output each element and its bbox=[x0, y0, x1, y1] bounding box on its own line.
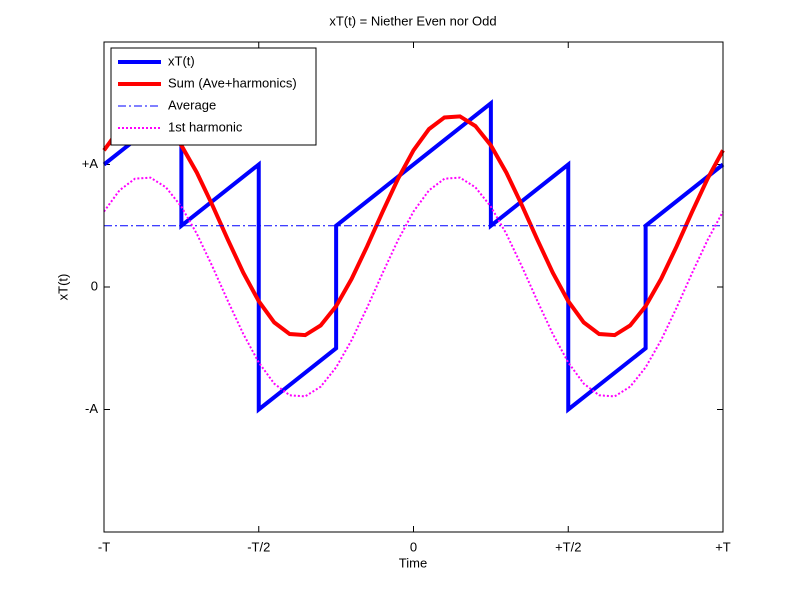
y-axis-label: xT(t) bbox=[55, 274, 70, 301]
series-line bbox=[102, 114, 725, 338]
x-tick-label: +T/2 bbox=[555, 539, 581, 554]
chart-title: xT(t) = Niether Even nor Odd bbox=[329, 13, 496, 28]
y-tick-label: -A bbox=[85, 401, 98, 416]
x-tick-label: 0 bbox=[410, 539, 417, 554]
series-line bbox=[103, 176, 724, 398]
y-tick-label: 0 bbox=[91, 278, 98, 293]
legend-label: xT(t) bbox=[168, 53, 195, 68]
series-line bbox=[102, 99, 725, 414]
axes-frame bbox=[103, 41, 724, 533]
legend-label: Sum (Ave+harmonics) bbox=[168, 75, 297, 90]
legend-label: 1st harmonic bbox=[168, 119, 243, 134]
y-tick-label: +A bbox=[82, 156, 99, 171]
legend-box bbox=[110, 47, 317, 146]
x-tick-label: -T/2 bbox=[247, 539, 270, 554]
x-tick-label: +T bbox=[715, 539, 731, 554]
x-tick-label: -T bbox=[98, 539, 110, 554]
legend-label: Average bbox=[168, 97, 216, 112]
x-axis-label: Time bbox=[399, 555, 427, 570]
